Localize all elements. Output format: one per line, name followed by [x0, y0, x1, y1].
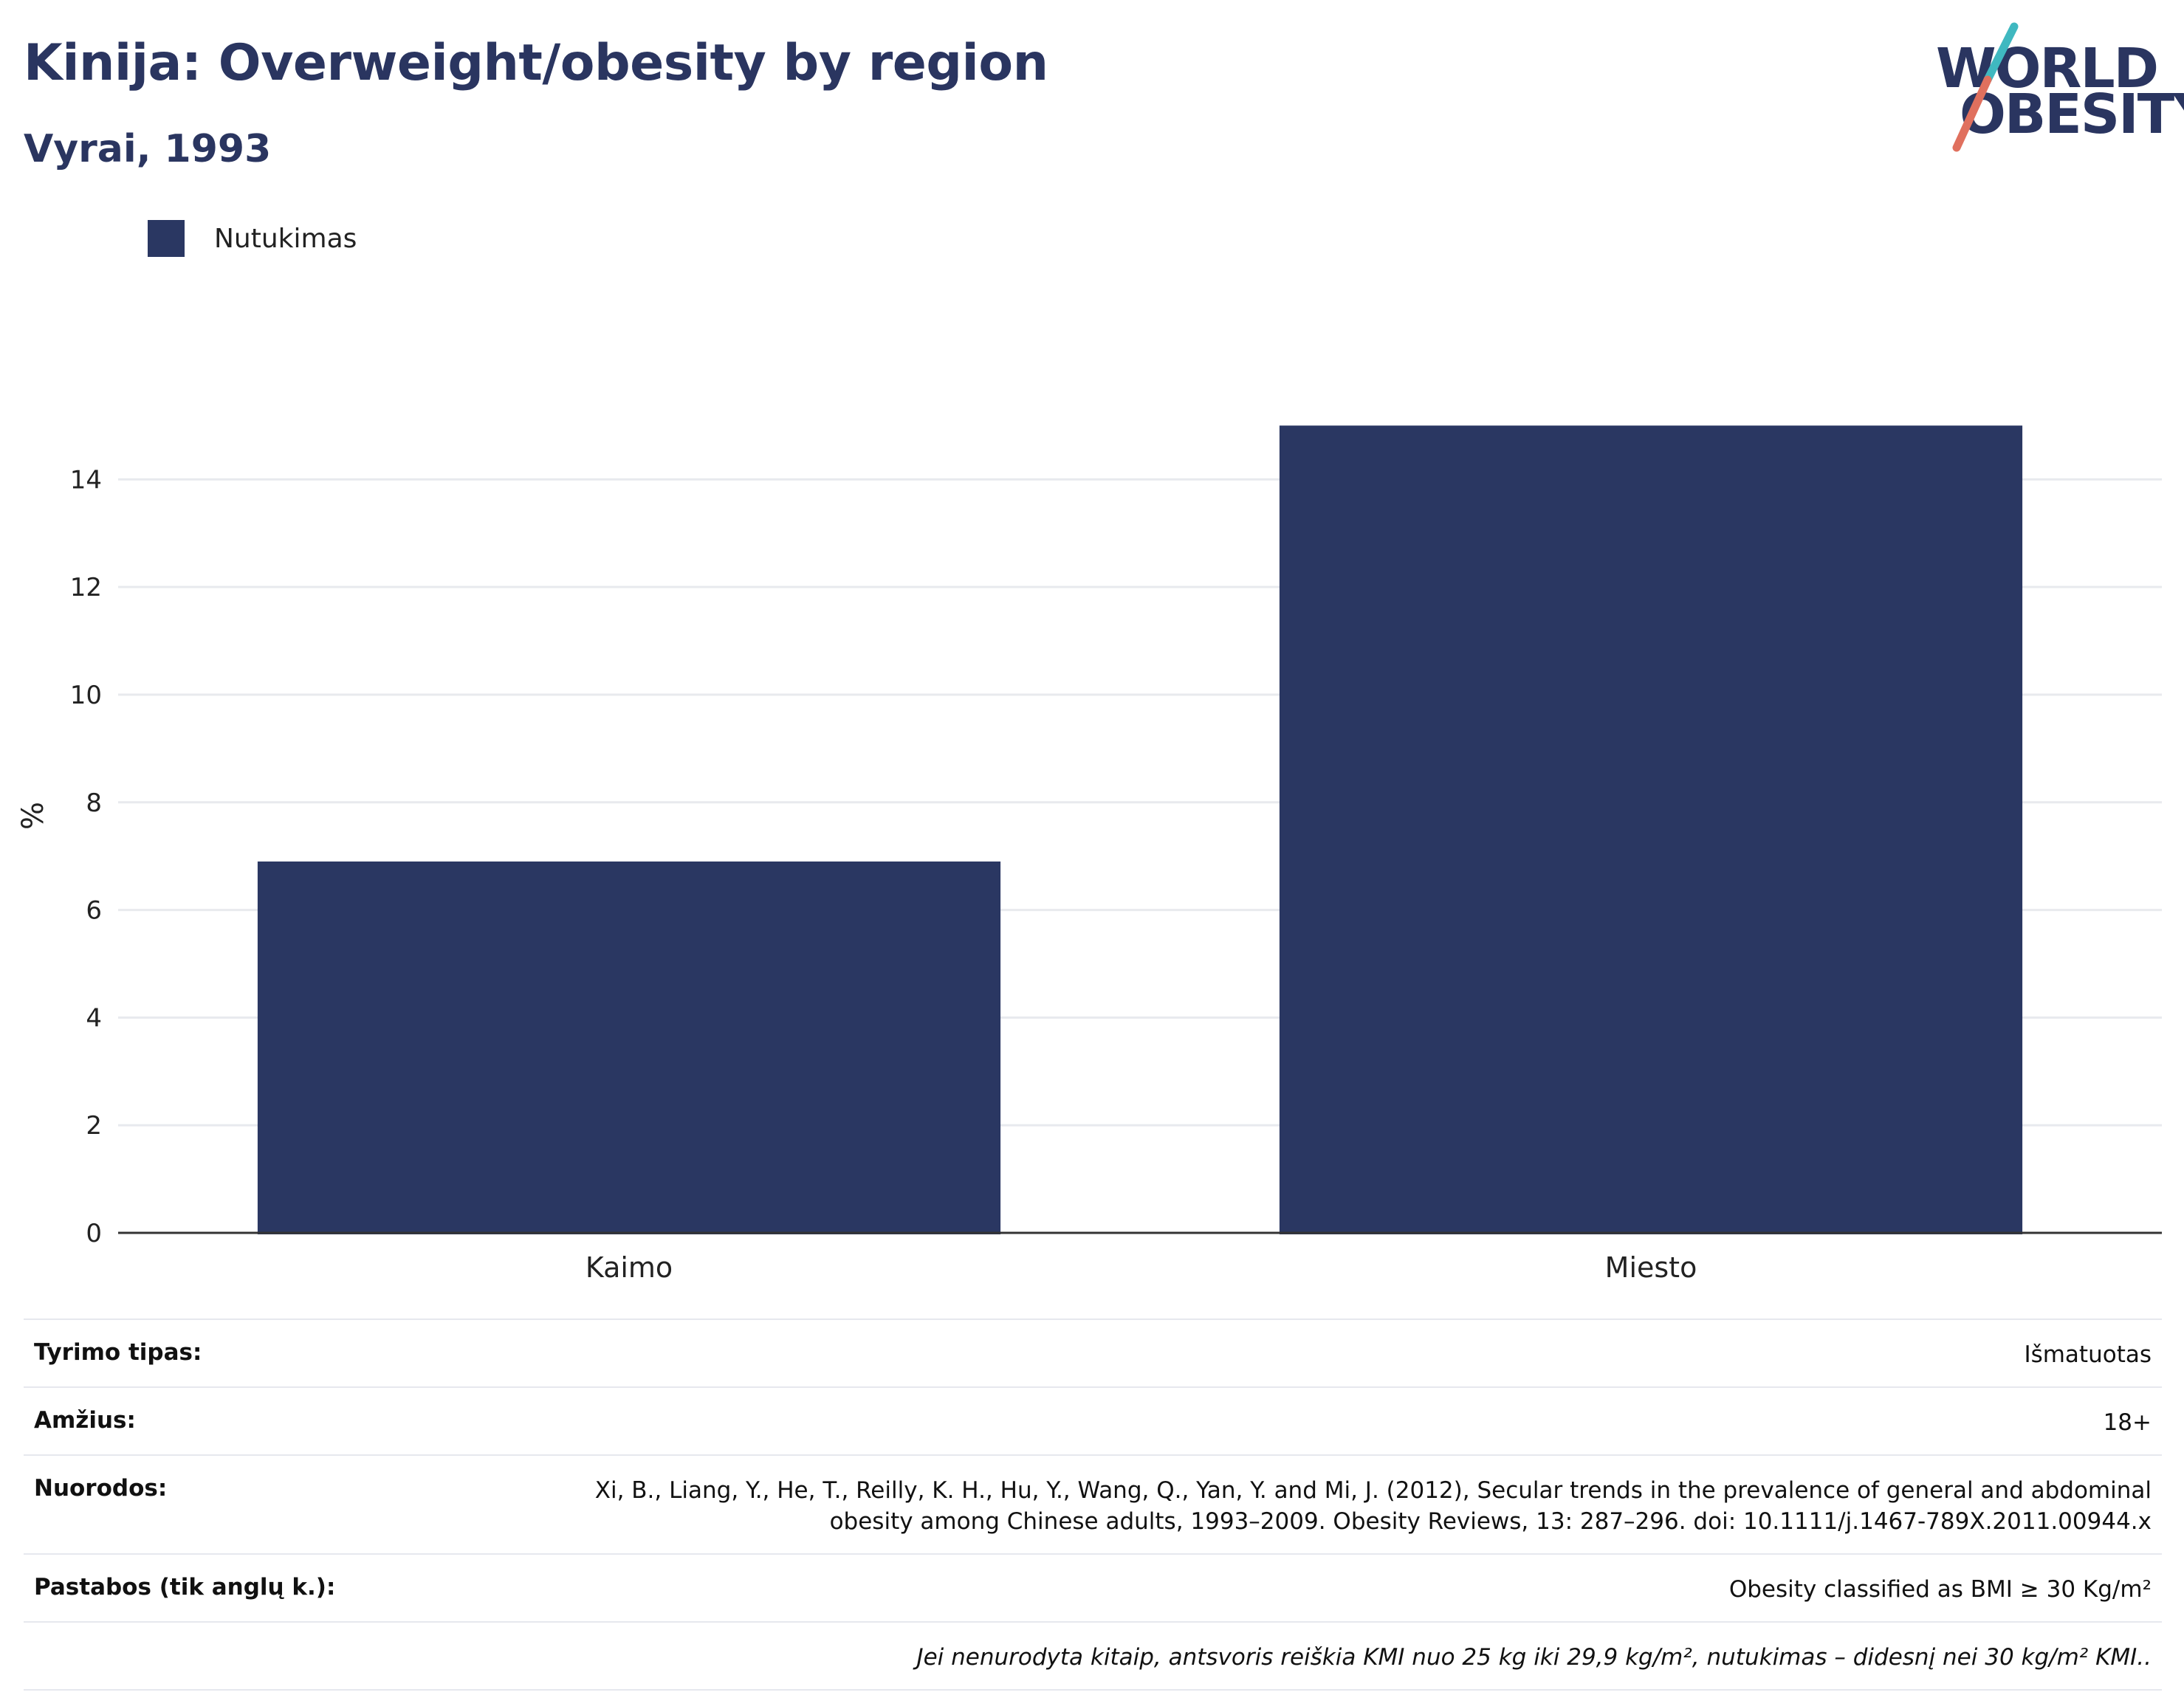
y-tick-label: 4	[86, 1003, 102, 1033]
x-category-label: Miesto	[1605, 1251, 1697, 1284]
info-row-footnote: Jei nenurodyta kitaip, antsvoris reiškia…	[24, 1621, 2162, 1691]
info-value: 18+	[2103, 1409, 2152, 1436]
info-label: Tyrimo tipas:	[34, 1339, 202, 1366]
info-row-study-type: Tyrimo tipas: Išmatuotas	[24, 1318, 2162, 1386]
y-tick-label: 0	[86, 1219, 102, 1248]
logo-slash-icon	[1952, 22, 2019, 152]
bar-miesto[interactable]	[1279, 425, 2023, 1234]
info-value: Xi, B., Liang, Y., He, T., Reilly, K. H.…	[594, 1477, 2152, 1535]
chart-title: Kinija: Overweight/obesity by region	[24, 34, 1048, 92]
y-tick-label: 14	[70, 465, 102, 495]
info-value: Obesity classified as BMI ≥ 30 Kg/m²	[1728, 1576, 2152, 1603]
world-obesity-logo: WORLD OBESITY	[1927, 22, 2184, 155]
chart-subtitle: Vyrai, 1993	[24, 127, 272, 171]
info-row-references: Nuorodos: Xi, B., Liang, Y., He, T., Rei…	[24, 1454, 2162, 1553]
y-tick-label: 8	[86, 788, 102, 818]
info-row-notes: Pastabos (tik anglų k.): Obesity classif…	[24, 1553, 2162, 1621]
x-category-label: Kaimo	[586, 1251, 673, 1284]
y-axis-label: %	[16, 802, 50, 830]
y-tick-label: 6	[86, 896, 102, 926]
info-row-age: Amžius: 18+	[24, 1386, 2162, 1454]
info-value: Išmatuotas	[2024, 1341, 2152, 1368]
logo-text-world: WORLD	[1936, 37, 2159, 100]
x-axis-categories: Kaimo Miesto	[586, 1251, 1697, 1284]
y-tick-label: 10	[70, 681, 102, 710]
info-table: Tyrimo tipas: Išmatuotas Amžius: 18+ Nuo…	[24, 1318, 2162, 1691]
legend-label: Nutukimas	[214, 223, 357, 254]
y-axis-ticks: 0 2 4 6 8 10 12 14	[70, 465, 102, 1248]
footnote-text: Jei nenurodyta kitaip, antsvoris reiškia…	[916, 1644, 2152, 1671]
y-tick-label: 12	[70, 573, 102, 602]
bar-kaimo[interactable]	[257, 861, 1001, 1234]
info-label: Pastabos (tik anglų k.):	[34, 1574, 336, 1601]
y-tick-label: 2	[86, 1111, 102, 1141]
legend-swatch	[148, 220, 185, 257]
info-label: Amžius:	[34, 1407, 136, 1434]
bars	[257, 425, 2023, 1234]
logo-text-obesity: OBESITY	[1960, 83, 2184, 146]
chart-legend: Nutukimas	[148, 220, 357, 257]
bar-chart: 0 2 4 6 8 10 12 14 Kaimo Miesto %	[16, 425, 2162, 1284]
info-label: Nuorodos:	[34, 1475, 168, 1502]
